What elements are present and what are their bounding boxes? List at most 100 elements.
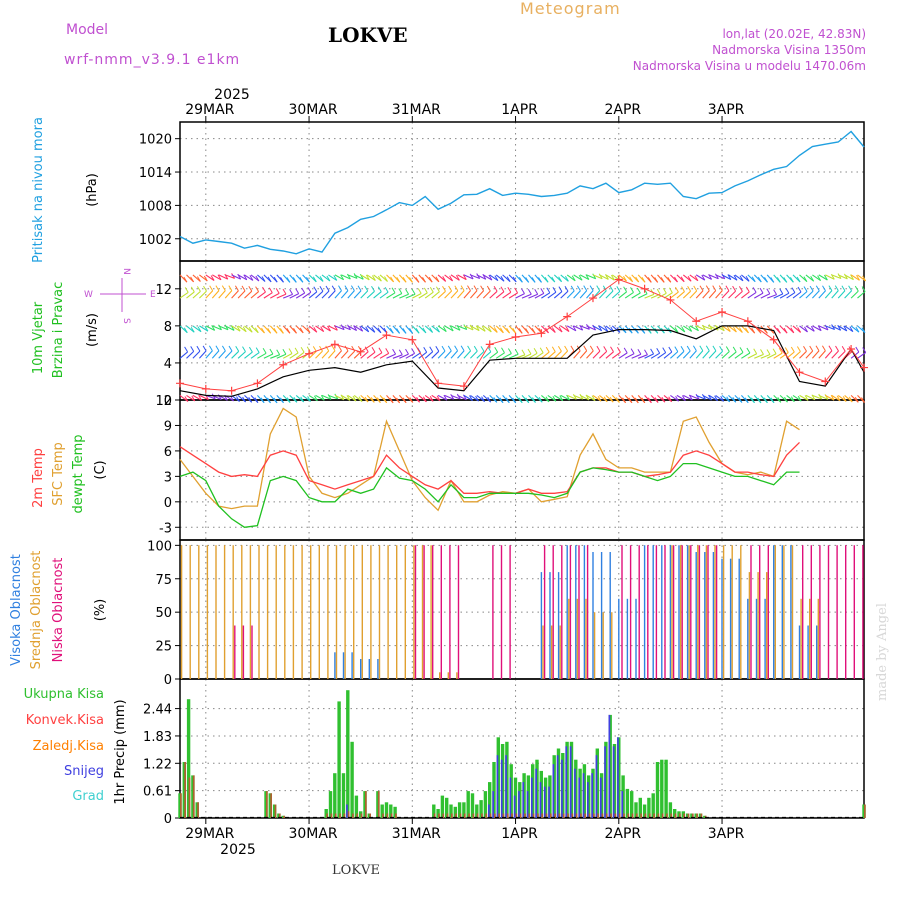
wind-barb-flag (732, 326, 737, 333)
wind-barb (554, 394, 564, 402)
wind-barb-flag (578, 274, 583, 281)
wind-barb-flag (834, 285, 839, 291)
wind-barb-flag (196, 286, 201, 292)
wind-barb-flag (221, 285, 226, 291)
wind-barb (205, 325, 215, 331)
wind-barb-flag (184, 287, 189, 293)
precip-conv-bar (197, 802, 199, 818)
precip-total-bar (449, 804, 453, 818)
wind-barb (353, 325, 363, 332)
wind-barb (805, 394, 816, 401)
wind-barb-flag (668, 287, 673, 293)
wind-barb-flag (512, 328, 517, 334)
wind-barb-flag (197, 326, 202, 332)
y-tick-label: 6 (164, 445, 172, 460)
y-tick-label: 1.83 (143, 730, 172, 745)
wind-barb (315, 325, 325, 333)
wind-barb (476, 351, 485, 359)
wind-barb-flag (661, 396, 666, 403)
precip-total-bar (445, 797, 449, 818)
wind-barb (211, 350, 220, 359)
wind-barb (463, 350, 472, 359)
wind-barb-flag (338, 345, 342, 352)
wind-barb-flag (861, 397, 865, 403)
wind-barb-flag (255, 347, 260, 353)
wind-barb (831, 274, 842, 280)
wind-barb (682, 350, 691, 359)
wind-barb (695, 394, 706, 400)
precip-conv-bar (184, 762, 186, 818)
wind-barb (457, 274, 467, 281)
precip-conv-bar (666, 813, 668, 818)
wind-barb (747, 353, 757, 359)
wind-barb (831, 325, 841, 331)
wind-barb (844, 325, 854, 333)
wind-barb (586, 290, 594, 299)
wind-barb-flag (198, 395, 203, 401)
wind-barb-flag (836, 395, 841, 402)
wind-barb-flag (738, 327, 743, 333)
wind-barb (308, 351, 317, 359)
precip-conv-bar (618, 813, 621, 818)
wind-barb (837, 394, 847, 402)
wind-barb (824, 350, 833, 359)
wind-barb (560, 325, 570, 332)
wind-barb (205, 350, 213, 359)
wind-barb-flag (319, 286, 324, 292)
wind-barb-flag (719, 345, 724, 352)
wind-barb (592, 394, 602, 402)
precip-snow-bar (346, 804, 348, 818)
wind-barb (857, 291, 866, 299)
wind-barb (418, 394, 427, 403)
wind-barb (218, 350, 226, 359)
wind-barb-flag (234, 285, 239, 291)
precip-conv-bar (343, 813, 346, 818)
wind-barb (786, 394, 795, 403)
wind-barb-flag (628, 327, 633, 334)
wind-barb (327, 350, 336, 359)
wind-barbs (179, 273, 867, 404)
precip-conv-bar (369, 813, 371, 818)
wind-barb (611, 325, 621, 333)
wind-barb-flag (384, 286, 389, 293)
wind-barb (728, 325, 737, 333)
panel-frame (179, 678, 865, 819)
wind-barb-flag (688, 326, 693, 332)
wind-barb-flag (854, 285, 859, 292)
wind-barb-flag (766, 349, 771, 355)
wind-barb-flag (680, 276, 685, 282)
wind-barb-flag (776, 277, 781, 283)
wind-barb (489, 274, 499, 282)
wind-barb (663, 292, 673, 299)
wind-barb (308, 325, 318, 333)
wind-barb (792, 325, 801, 333)
wind-barb-flag (242, 346, 246, 352)
wind-barb-flag (654, 328, 659, 334)
wind-barb (734, 325, 743, 333)
wind-barb (566, 274, 576, 282)
precip-snow-bar (595, 755, 598, 818)
wind-barb (573, 394, 584, 400)
wind-barb-flag (674, 276, 678, 283)
wind-barb (760, 353, 771, 359)
wind-barb-flag (435, 346, 440, 352)
wind-barb (560, 394, 570, 401)
wind-barb-flag (275, 288, 280, 294)
wind-barb (431, 394, 441, 402)
wind-barb-flag (442, 286, 446, 292)
precip-total-bar (328, 791, 333, 818)
wind-barb (470, 274, 480, 280)
wind-barb (799, 394, 809, 401)
wind-barb (708, 325, 719, 331)
precip-total-bar (186, 699, 191, 818)
precip-conv-bar (683, 813, 685, 818)
wind-barb (708, 350, 717, 359)
precip-conv-bar (386, 813, 389, 818)
wind-barb (244, 290, 253, 299)
wind-barb-flag (687, 285, 692, 292)
y-tick-label: 12 (155, 283, 172, 298)
wind-barb (444, 350, 452, 359)
wind-barb-flag (202, 345, 207, 352)
wind-barb-flag (791, 287, 796, 293)
wind-barb (315, 350, 323, 359)
